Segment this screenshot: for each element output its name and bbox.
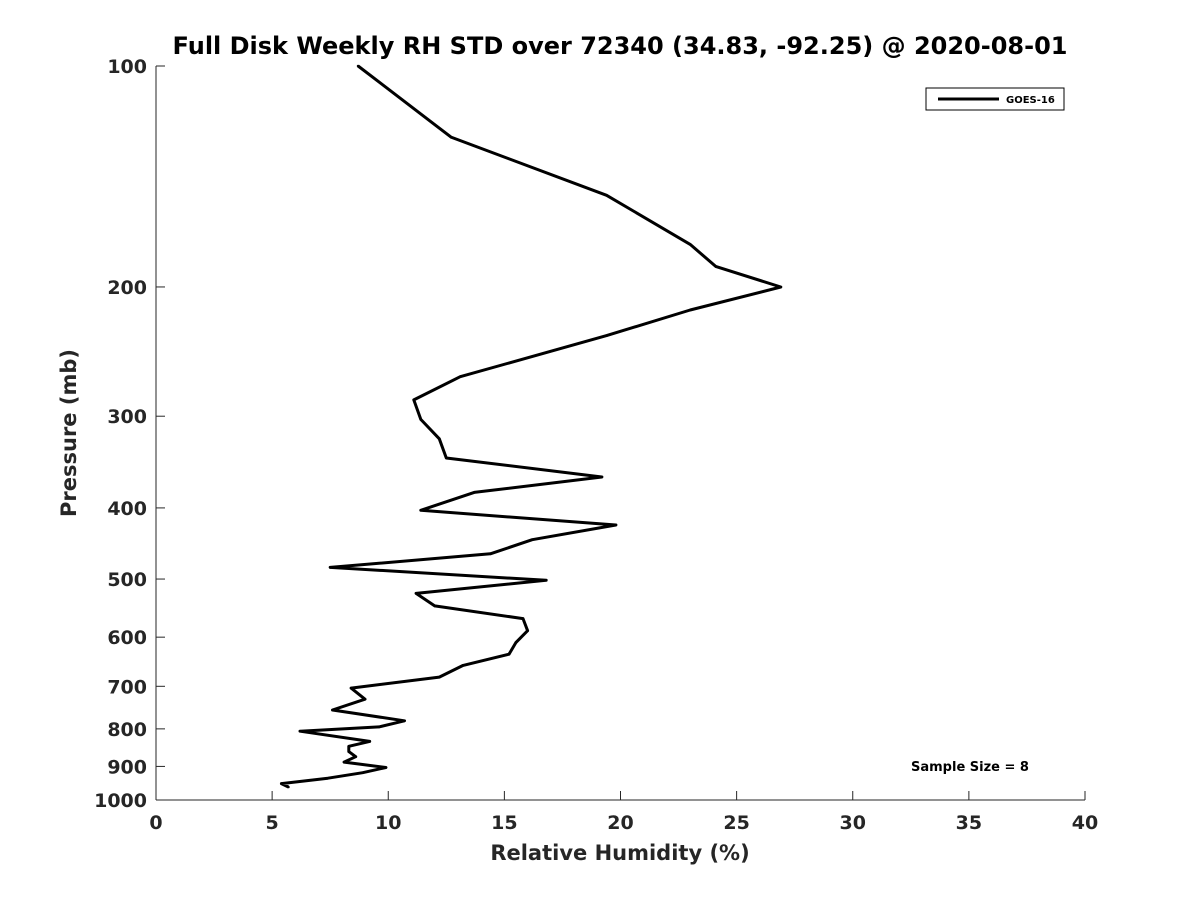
data-point xyxy=(356,64,360,68)
x-tick-label: 35 xyxy=(956,812,982,834)
x-tick-label: 25 xyxy=(723,812,749,834)
data-point xyxy=(544,579,548,582)
y-tick-label: 1000 xyxy=(94,790,147,812)
data-point xyxy=(298,729,302,733)
y-tick-label: 400 xyxy=(107,498,147,520)
data-point xyxy=(347,750,351,753)
data-point xyxy=(433,604,437,608)
data-point xyxy=(412,398,416,402)
legend: GOES-16 xyxy=(925,87,1065,111)
x-axis-label: Relative Humidity (%) xyxy=(490,841,749,865)
data-point xyxy=(419,509,423,512)
data-point xyxy=(326,776,330,780)
series-line xyxy=(279,64,783,789)
data-point xyxy=(445,456,448,460)
x-tick-label: 0 xyxy=(149,812,162,834)
y-axis-label: Pressure (mb) xyxy=(57,349,81,517)
y-tick-label: 500 xyxy=(107,569,147,591)
x-tick-label: 40 xyxy=(1072,812,1098,834)
data-point xyxy=(287,785,290,789)
legend-label: GOES-16 xyxy=(1006,95,1055,106)
data-point xyxy=(438,437,441,441)
data-point xyxy=(714,265,717,268)
data-point xyxy=(384,766,388,769)
x-tick-label: 5 xyxy=(266,812,279,834)
y-tick-label: 800 xyxy=(107,719,147,741)
sample-size-annotation: Sample Size = 8 xyxy=(911,760,1029,775)
data-point xyxy=(530,538,534,541)
chart-title: Full Disk Weekly RH STD over 72340 (34.8… xyxy=(173,32,1068,60)
x-tick-label: 10 xyxy=(375,812,401,834)
data-point xyxy=(472,491,476,494)
data-point xyxy=(605,334,608,337)
data-point xyxy=(514,641,518,644)
x-tick-label: 15 xyxy=(491,812,517,834)
data-point xyxy=(347,745,351,748)
data-point xyxy=(614,523,618,527)
y-tick-label: 100 xyxy=(107,56,147,78)
y-tick-label: 900 xyxy=(107,756,147,778)
data-point xyxy=(377,725,381,729)
y-tick-label: 700 xyxy=(107,676,147,698)
data-point xyxy=(605,194,608,197)
data-point xyxy=(449,135,453,139)
data-point xyxy=(779,285,783,289)
data-point xyxy=(521,617,525,620)
data-point xyxy=(342,760,346,764)
x-ticks: 0 5 10 15 20 25 30 35 40 xyxy=(149,791,1098,834)
y-tick-label: 600 xyxy=(107,627,147,649)
x-tick-label: 20 xyxy=(607,812,633,834)
data-point xyxy=(688,308,692,312)
data-point xyxy=(526,629,529,632)
data-point xyxy=(600,475,604,479)
data-point xyxy=(461,664,464,667)
data-point xyxy=(354,755,358,758)
y-tick-label: 300 xyxy=(107,406,147,428)
data-point xyxy=(361,771,365,774)
data-point xyxy=(458,375,462,379)
data-point xyxy=(331,708,334,712)
y-ticks: 100 200 300 400 500 600 700 800 900 1000 xyxy=(94,56,165,812)
data-point xyxy=(507,652,511,656)
data-point xyxy=(328,566,332,569)
x-tick-label: 30 xyxy=(840,812,866,834)
data-point xyxy=(363,697,367,701)
data-point xyxy=(489,552,492,556)
series-layer xyxy=(279,64,783,789)
data-point xyxy=(438,675,441,679)
data-point xyxy=(403,719,406,723)
data-point xyxy=(368,740,372,743)
data-point xyxy=(349,686,353,690)
data-point xyxy=(280,782,283,785)
data-point xyxy=(688,243,692,246)
data-point xyxy=(414,592,418,595)
data-point xyxy=(419,418,423,421)
y-tick-label: 200 xyxy=(107,277,147,299)
